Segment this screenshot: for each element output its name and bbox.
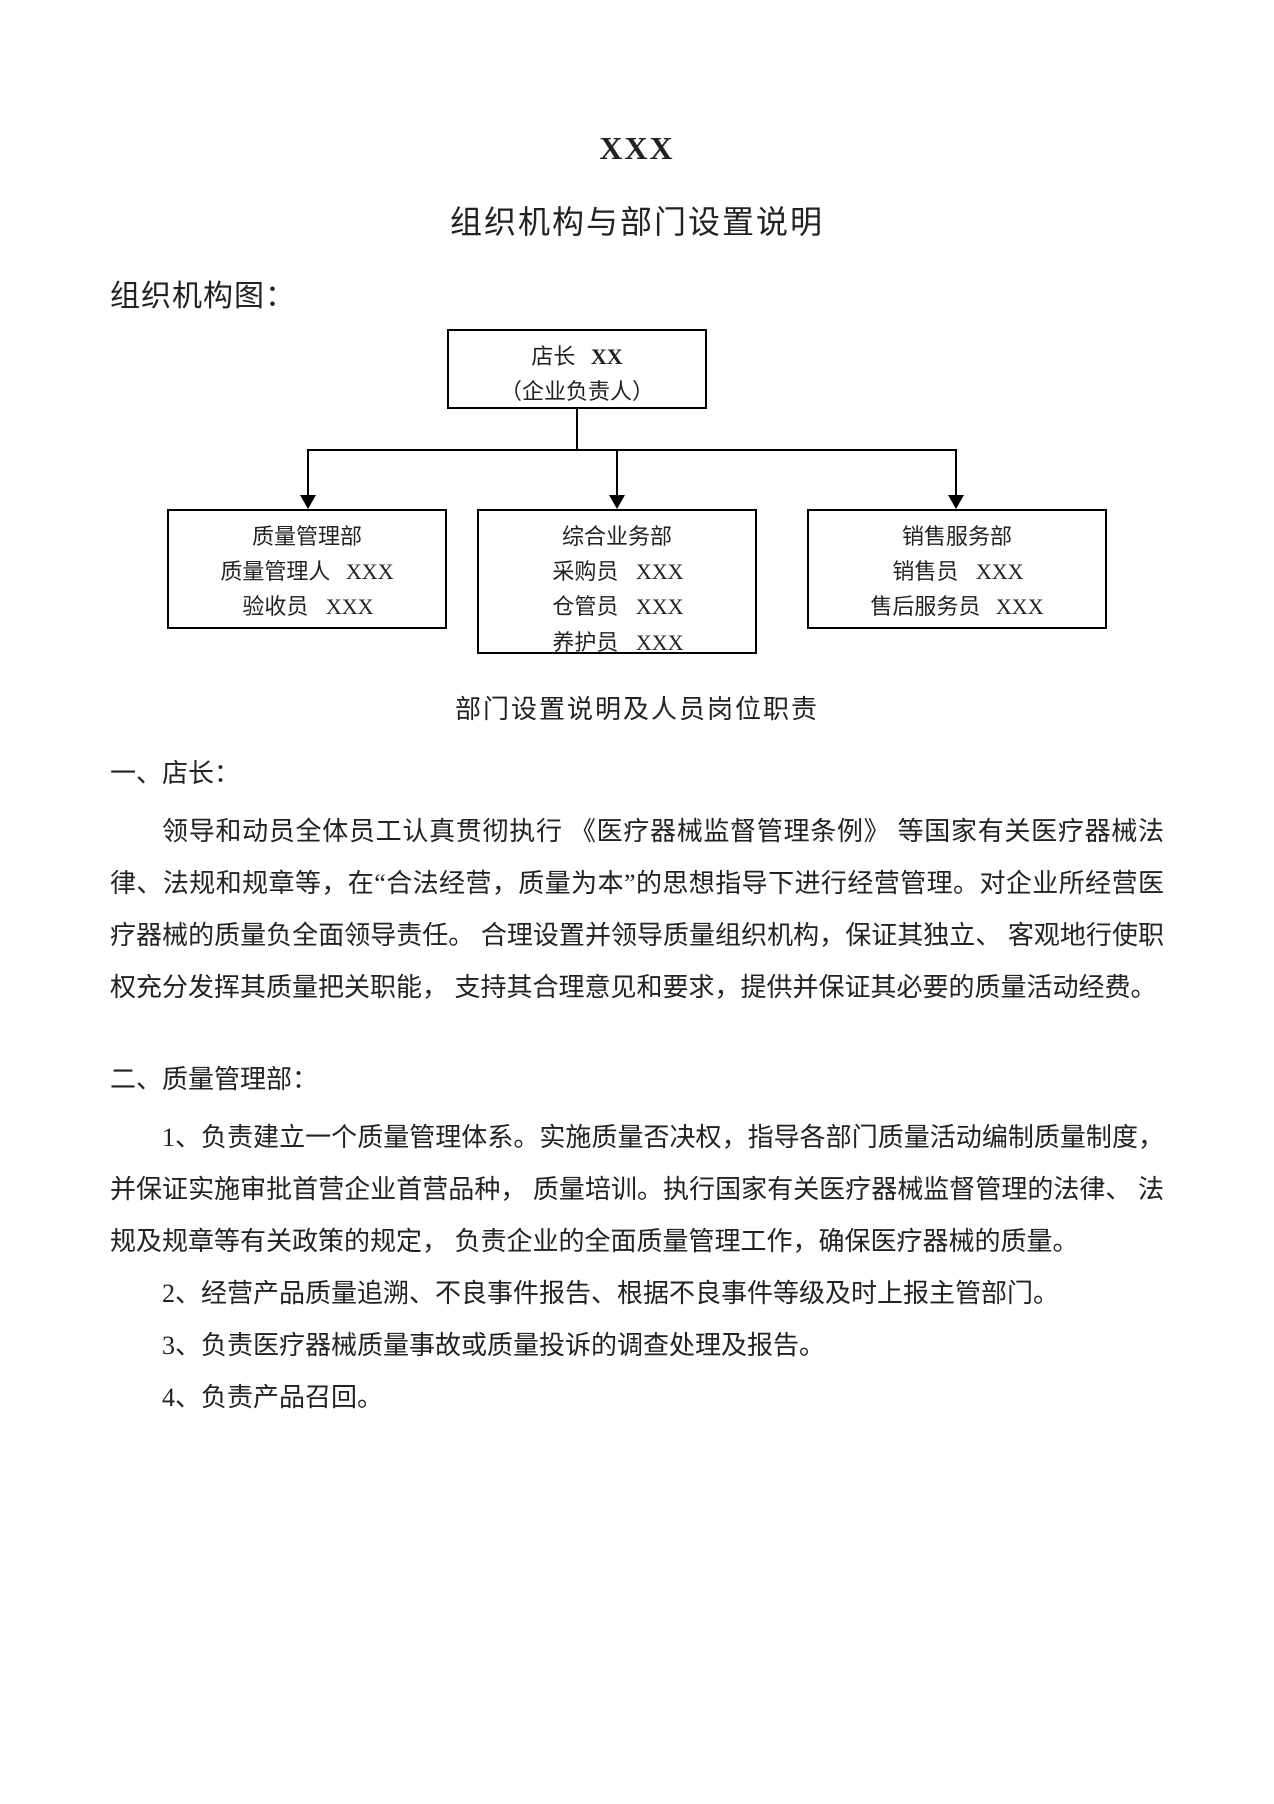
role-person: XXX <box>996 589 1044 624</box>
section-1-paragraph: 领导和动员全体员工认真贯彻执行 《医疗器械监督管理条例》 等国家有关医疗器械法律… <box>110 817 1164 1002</box>
orgchart-edge <box>576 409 578 449</box>
orgchart-root-node: 店长 XX （企业负责人） <box>447 329 707 409</box>
orgchart-edge <box>616 449 618 495</box>
title-company: XXX <box>110 130 1164 167</box>
section-2-heading: 二、质量管理部： <box>110 1065 318 1094</box>
orgchart-dept-sales: 销售服务部 销售员 XXX 售后服务员 XXX <box>807 509 1107 629</box>
section-2-item-1: 1、负责建立一个质量管理体系。实施质量否决权，指导各部门质量活动编制质量制度， … <box>110 1123 1164 1256</box>
orgchart-edge <box>307 449 309 495</box>
role-label: 质量管理人 <box>220 554 330 589</box>
role-person: XXX <box>636 589 684 624</box>
orgchart: 店长 XX （企业负责人） 质量管理部 质量管理人 XXX 验收员 XXX <box>147 329 1127 659</box>
dept-title: 综合业务部 <box>483 519 751 554</box>
dept-title: 销售服务部 <box>813 519 1101 554</box>
orgchart-edge <box>307 449 957 451</box>
role-person: XXX <box>636 625 684 660</box>
orgchart-dept-quality: 质量管理部 质量管理人 XXX 验收员 XXX <box>167 509 447 629</box>
arrow-down-icon <box>609 495 625 509</box>
arrow-down-icon <box>948 495 964 509</box>
role-label: 售后服务员 <box>870 589 980 624</box>
section-1-heading: 一、店长： <box>110 759 240 788</box>
role-label: 验收员 <box>240 589 310 624</box>
role-person: XXX <box>346 554 394 589</box>
role-label: 销售员 <box>890 554 960 589</box>
root-role: 店长 <box>531 344 575 369</box>
orgchart-label: 组织机构图： <box>110 271 1164 315</box>
section-heading: 部门设置说明及人员岗位职责 <box>110 689 1164 726</box>
arrow-down-icon <box>300 495 316 509</box>
section-2-item-2: 2、经营产品质量追溯、不良事件报告、根据不良事件等级及时上报主管部门。 <box>162 1279 1059 1308</box>
section-2-item-4: 4、负责产品召回。 <box>162 1383 383 1412</box>
section-2: 二、质量管理部： 1、负责建立一个质量管理体系。实施质量否决权，指导各部门质量活… <box>110 1054 1164 1424</box>
section-1: 一、店长： 领导和动员全体员工认真贯彻执行 《医疗器械监督管理条例》 等国家有关… <box>110 748 1164 1014</box>
orgchart-edge <box>955 449 957 495</box>
page: XXX 组织机构与部门设置说明 组织机构图： 店长 XX （企业负责人） 质量管… <box>0 0 1274 1804</box>
section-2-item-3: 3、负责医疗器械质量事故或质量投诉的调查处理及报告。 <box>162 1331 825 1360</box>
title-document: 组织机构与部门设置说明 <box>110 197 1164 243</box>
root-person: XX <box>591 344 623 369</box>
role-label: 养护员 <box>550 625 620 660</box>
role-person: XXX <box>976 554 1024 589</box>
role-person: XXX <box>326 589 374 624</box>
orgchart-dept-business: 综合业务部 采购员 XXX 仓管员 XXX 养护员 XXX <box>477 509 757 654</box>
root-subtitle: （企业负责人） <box>453 374 701 409</box>
role-person: XXX <box>636 554 684 589</box>
role-label: 仓管员 <box>550 589 620 624</box>
dept-title: 质量管理部 <box>173 519 441 554</box>
role-label: 采购员 <box>550 554 620 589</box>
